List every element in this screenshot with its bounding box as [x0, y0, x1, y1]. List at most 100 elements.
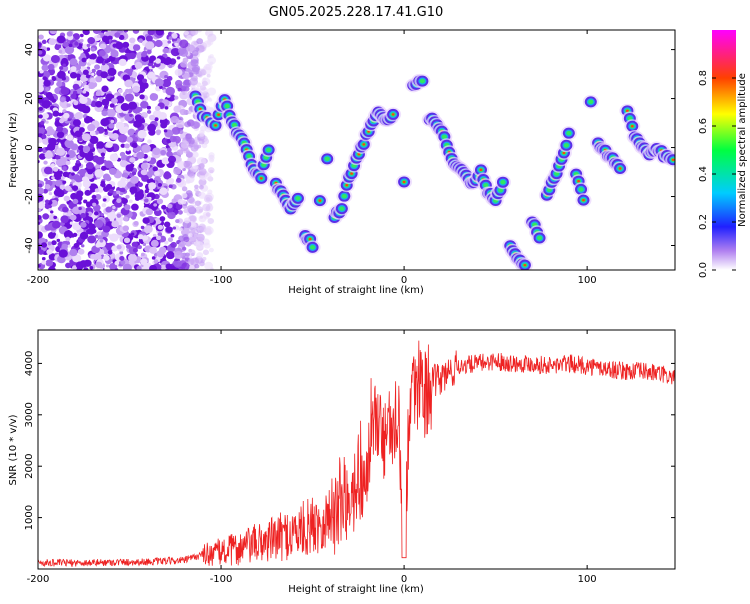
- noise-blob: [127, 130, 134, 136]
- noise-blob: [194, 184, 199, 189]
- noise-blob: [132, 247, 138, 253]
- noise-blob: [201, 80, 208, 87]
- noise-blob: [140, 225, 145, 230]
- noise-blob: [121, 172, 129, 179]
- colorbar-tick-label: 0.0: [698, 262, 709, 278]
- noise-blob: [112, 205, 116, 210]
- noise-blob: [122, 216, 129, 222]
- noise-blob: [195, 241, 205, 250]
- top-x-axis-label: Height of straight line (km): [288, 285, 424, 296]
- y-tick-label: 0: [24, 144, 35, 150]
- noise-blob: [157, 182, 163, 187]
- noise-blob: [51, 75, 56, 80]
- noise-blob: [136, 265, 142, 270]
- noise-blob: [116, 213, 122, 218]
- noise-blob: [106, 108, 116, 118]
- noise-blob: [89, 77, 96, 84]
- noise-blob: [175, 219, 180, 224]
- noise-blob: [188, 214, 197, 223]
- noise-blob: [188, 143, 193, 148]
- noise-blob: [124, 79, 133, 88]
- noise-blob: [38, 137, 43, 144]
- noise-blob: [70, 93, 77, 100]
- noise-blob: [167, 177, 175, 184]
- noise-blob: [165, 86, 175, 96]
- colorbar-axis: 0.0 0.2 0.4 0.6 0.8: [698, 70, 736, 278]
- noise-blob: [147, 139, 152, 144]
- noise-blob: [111, 245, 118, 252]
- noise-blob: [71, 172, 75, 176]
- noise-blob: [161, 78, 172, 88]
- noise-blob: [171, 126, 181, 135]
- noise-blob: [109, 262, 118, 270]
- noise-blob: [86, 228, 93, 235]
- noise-blob: [160, 39, 170, 48]
- noise-blob: [82, 180, 91, 188]
- noise-blob: [71, 185, 79, 191]
- noise-blob: [173, 261, 182, 268]
- bottom-x-axis: -200 -100 0 100: [27, 330, 597, 585]
- top-plot-frame: [37, 29, 676, 271]
- noise-blob: [156, 131, 161, 136]
- noise-blob: [140, 162, 148, 170]
- noise-blob: [90, 100, 98, 108]
- noise-blob: [149, 93, 159, 101]
- noise-blob: [110, 119, 115, 124]
- ridge-peak: [362, 143, 366, 146]
- ridge-inner: [578, 187, 584, 192]
- noise-blob: [62, 206, 69, 213]
- noise-blob: [175, 177, 182, 183]
- noise-blob: [122, 74, 131, 82]
- noise-blob: [147, 30, 155, 36]
- noise-blob: [155, 30, 164, 36]
- noise-blob: [98, 188, 104, 193]
- noise-blob: [122, 263, 132, 270]
- noise-blob: [128, 101, 138, 110]
- noise-blob: [73, 242, 80, 249]
- noise-blob: [129, 186, 138, 194]
- noise-blob: [120, 260, 126, 265]
- noise-blob: [79, 151, 86, 158]
- noise-blob: [46, 47, 51, 51]
- noise-blob: [123, 30, 129, 33]
- noise-blob: [136, 74, 145, 81]
- noise-blob: [185, 134, 193, 142]
- noise-blob: [69, 71, 78, 79]
- y-tick-label: 4000: [24, 351, 35, 376]
- noise-blob: [204, 261, 214, 270]
- x-tick-label: -100: [210, 574, 233, 585]
- noise-blob: [91, 228, 97, 234]
- ridge-peak: [671, 158, 675, 161]
- noise-blob: [51, 176, 55, 180]
- noise-blob: [77, 103, 87, 112]
- bottom-y-axis: 1000 2000 3000 4000: [24, 351, 675, 530]
- noise-blob: [38, 214, 42, 220]
- noise-blob: [166, 147, 172, 153]
- ridge-inner: [266, 147, 272, 153]
- noise-blob: [137, 130, 147, 139]
- noise-blob: [174, 42, 179, 47]
- noise-blob: [125, 164, 134, 172]
- noise-blob: [87, 82, 96, 90]
- ridge-peak: [318, 199, 322, 202]
- noise-blob: [59, 66, 64, 70]
- noise-blob: [38, 201, 46, 209]
- noise-blob: [82, 30, 90, 35]
- noise-blob: [165, 251, 175, 260]
- noise-blob: [41, 242, 48, 248]
- noise-blob: [171, 32, 178, 39]
- noise-blob: [198, 185, 204, 190]
- noise-blob: [99, 239, 104, 243]
- noise-blob: [49, 30, 58, 35]
- noise-blob: [101, 110, 108, 117]
- noise-blob: [101, 62, 106, 66]
- noise-blob: [122, 225, 130, 232]
- noise-blob: [146, 49, 152, 55]
- noise-blob: [124, 204, 131, 211]
- noise-blob: [45, 147, 50, 151]
- noise-blob: [151, 65, 155, 69]
- noise-blob: [115, 41, 124, 50]
- noise-blob: [101, 203, 107, 208]
- noise-blob: [142, 78, 148, 84]
- noise-blob: [159, 187, 168, 196]
